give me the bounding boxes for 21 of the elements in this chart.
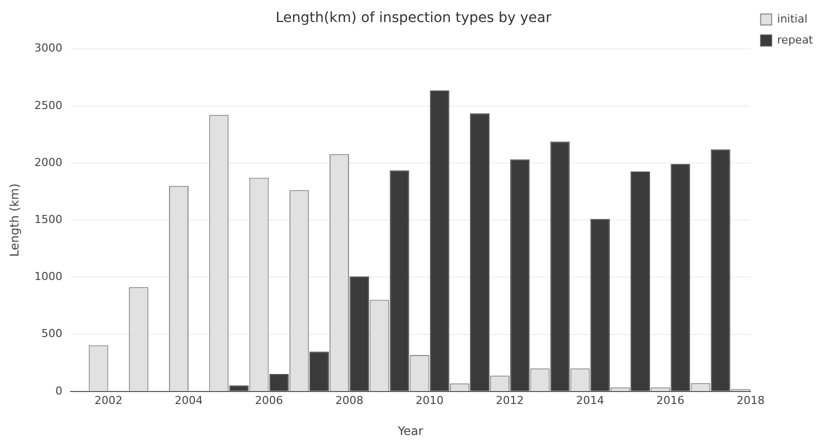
- x-tick-label: 2002: [94, 394, 123, 407]
- y-tick-label: 500: [41, 327, 62, 340]
- y-tick-label: 1000: [34, 270, 62, 284]
- x-tick-label: 2010: [416, 394, 444, 407]
- x-tick-label: 2014: [576, 394, 604, 407]
- y-tick-label: 2000: [34, 156, 62, 169]
- x-tick-label: 2006: [255, 394, 284, 407]
- x-tick-label: 2018: [736, 394, 765, 407]
- legend-label: initial: [777, 12, 808, 26]
- y-axis-title: Length (km): [7, 183, 22, 257]
- legend-label: repeat: [777, 33, 814, 46]
- x-tick-label: 2004: [174, 394, 203, 407]
- y-tick-label: 3000: [34, 42, 62, 55]
- x-axis-title: Year: [396, 424, 424, 438]
- x-tick-label: 2008: [335, 394, 364, 407]
- y-tick-label: 0: [55, 384, 62, 398]
- y-tick-label: 2500: [34, 98, 62, 112]
- x-tick-label: 2016: [656, 394, 684, 407]
- x-tick-label: 2012: [496, 394, 524, 407]
- chart-title: Length(km) of inspection types by year: [276, 10, 552, 26]
- y-tick-label: 1500: [34, 212, 62, 226]
